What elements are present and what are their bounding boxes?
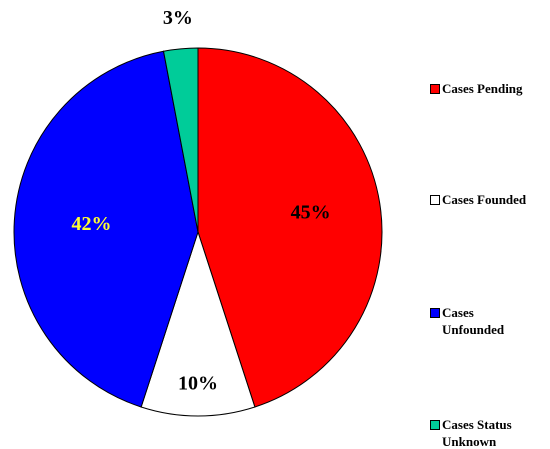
legend-item: Cases Founded [430,191,550,208]
pie-slice [140,230,256,417]
legend-item: Cases Status Unknown [430,416,512,449]
pie-slice [13,50,199,408]
legend-label: Cases Pending [442,81,523,96]
legend-label: Cases Founded [442,192,527,207]
legend-swatch [430,195,440,205]
legend-item: Cases Pending [430,80,550,97]
legend-swatch [430,308,440,318]
pie-slice [197,47,383,408]
pie-slice [162,47,199,233]
legend-swatch [430,420,440,430]
legend-swatch [430,84,440,94]
data-label: 42% [71,213,111,235]
data-label: 3% [163,7,193,29]
legend-label: Cases Unfounded [442,305,505,337]
data-label: 45% [291,202,331,224]
legend-label: Cases Status Unknown [442,417,512,449]
legend-item: Cases Unfounded [430,304,512,338]
data-label: 10% [178,372,218,394]
